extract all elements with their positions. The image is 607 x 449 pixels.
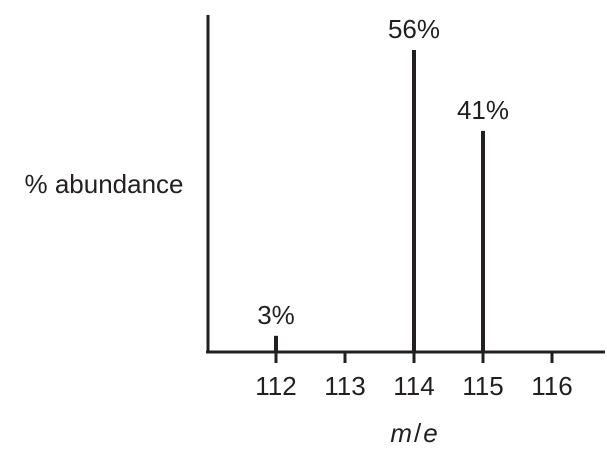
x-axis-label-separator: /: [414, 418, 422, 448]
x-tick-label: 113: [324, 371, 365, 401]
bar-value-label: 56%: [388, 14, 440, 44]
x-tick-label: 112: [255, 371, 296, 401]
x-axis-label: m/e: [390, 418, 437, 448]
x-tick-label: 115: [462, 371, 503, 401]
x-tick-label: 116: [531, 371, 572, 401]
abundance-bars: 3% 56% 41%: [257, 14, 509, 352]
x-tick-label: 114: [393, 371, 434, 401]
x-axis-label-e: e: [423, 418, 437, 448]
bar-value-label: 41%: [457, 95, 509, 125]
x-axis-label-m: m: [390, 418, 412, 448]
y-axis-label: % abundance: [24, 169, 183, 199]
x-axis-ticks: 112 113 114 115 116: [255, 352, 573, 401]
bar-value-label: 3%: [257, 300, 295, 330]
